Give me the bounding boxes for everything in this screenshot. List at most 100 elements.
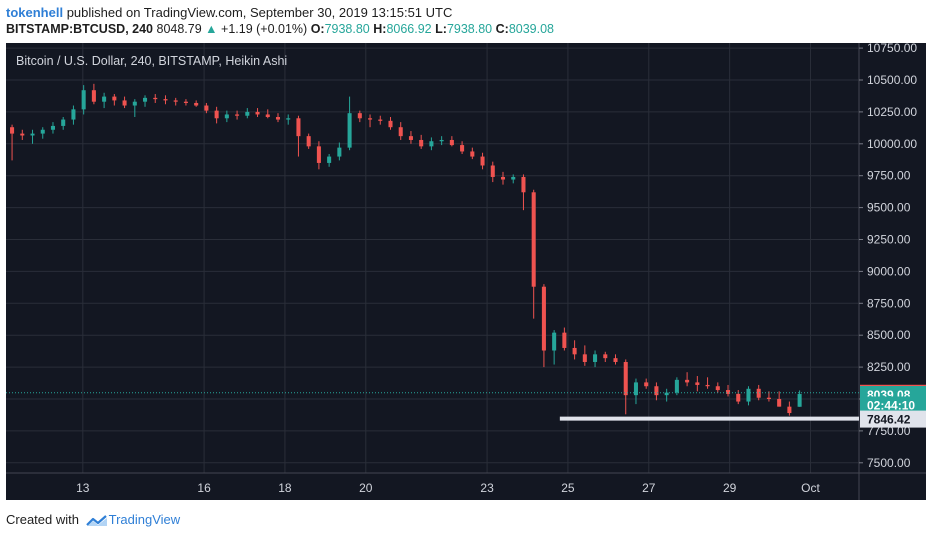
candle-body (521, 176, 526, 193)
candle-body (153, 97, 158, 100)
candle-body (562, 332, 567, 348)
candle-body (275, 117, 281, 120)
time-tick-label: 16 (197, 481, 211, 495)
candle-body (61, 119, 66, 126)
candle-body (429, 141, 434, 147)
candle-body (613, 358, 618, 362)
author-link[interactable]: tokenhell (6, 5, 64, 20)
candle-body (50, 125, 55, 130)
candle-body (582, 354, 587, 362)
last-price: 8048.79 (156, 22, 202, 36)
candle-body (163, 99, 168, 101)
open-value: 7938.80 (324, 22, 370, 36)
price-tick-label: 9000.00 (867, 264, 911, 278)
candle-body (265, 114, 270, 118)
chart-title: Bitcoin / U.S. Dollar, 240, BITSTAMP, He… (16, 54, 287, 68)
candle-body (296, 118, 301, 137)
candle-body (245, 111, 250, 116)
candle-body (633, 382, 638, 396)
candle-body (408, 136, 413, 140)
candle-body (593, 354, 598, 362)
published-text: published on TradingView.com, September … (63, 5, 453, 20)
candle-body (357, 113, 362, 119)
price-tick-label: 8750.00 (867, 296, 911, 310)
change-value: +1.19 (+0.01%) (221, 22, 308, 36)
candle-body (255, 111, 260, 115)
price-tick-label: 8500.00 (867, 328, 911, 342)
price-tick-label: 10500.00 (867, 73, 917, 87)
candle-body (316, 146, 321, 163)
candle-body (398, 127, 403, 137)
time-tick-label: 23 (480, 481, 494, 495)
symbol-label: BITSTAMP:BTCUSD, 240 (6, 22, 154, 36)
support-price-tag-bg (860, 410, 926, 428)
time-axis[interactable]: 13 16 18 20 23 25 27 29 Oct (76, 481, 820, 495)
candle-body (214, 110, 219, 119)
publish-info: tokenhell published on TradingView.com, … (6, 5, 452, 20)
time-tick-label: 25 (561, 481, 575, 495)
price-tick-label: 9250.00 (867, 232, 911, 246)
candle-body (449, 139, 454, 146)
candle-body (81, 90, 86, 110)
candle-body (787, 406, 792, 414)
candle-body (173, 100, 178, 102)
candle-body (112, 96, 117, 101)
candle-body (204, 105, 209, 111)
high-value: 8066.92 (386, 22, 432, 36)
candle-body (572, 347, 577, 355)
candle-body (552, 332, 557, 351)
candle-body (143, 97, 148, 102)
candle-body (500, 176, 506, 180)
low-value: 7938.80 (446, 22, 493, 36)
close-value: 8039.08 (508, 22, 554, 36)
candle-body (20, 133, 25, 136)
candle-body (439, 139, 444, 142)
time-tick-label: 29 (723, 481, 737, 495)
candle-body (71, 109, 76, 120)
time-tick-label: 13 (76, 481, 90, 495)
grid (6, 43, 859, 473)
candle-body (685, 379, 690, 383)
price-tick-label: 10750.00 (867, 43, 917, 55)
candle-body (30, 133, 35, 136)
candle-body (654, 386, 659, 396)
candle-body (705, 384, 710, 387)
candle-body (224, 114, 229, 119)
candle-body (470, 151, 475, 157)
price-chart[interactable]: Bitcoin / U.S. Dollar, 240, BITSTAMP, He… (6, 43, 926, 500)
candle-body (746, 388, 751, 402)
candle-body (766, 397, 771, 399)
candle-body (102, 96, 107, 102)
candle-body (725, 390, 731, 394)
time-tick-label: 20 (359, 481, 373, 495)
candle-body (531, 192, 536, 287)
up-arrow-icon: ▲ (205, 22, 218, 36)
tradingview-logo-icon (85, 514, 107, 526)
low-label: L: (435, 22, 447, 36)
price-tick-label: 10000.00 (867, 137, 917, 151)
candles (10, 83, 802, 416)
candle-body (777, 398, 782, 407)
tradingview-brand-link[interactable]: TradingView (108, 512, 181, 527)
candle-body (623, 361, 628, 396)
candle-body (715, 386, 720, 391)
time-tick-label: 27 (642, 481, 656, 495)
time-tick-label: 18 (278, 481, 292, 495)
candle-body (91, 90, 96, 102)
candle-body (511, 176, 516, 180)
candle-body (347, 113, 352, 148)
candle-body (286, 118, 291, 120)
high-label: H: (373, 22, 387, 36)
candle-body (736, 393, 741, 402)
price-tick-label: 9750.00 (867, 169, 911, 183)
candle-body (327, 156, 332, 163)
time-tick-label: Oct (801, 481, 820, 495)
price-tick-label: 8250.00 (867, 360, 911, 374)
candle-body (695, 382, 700, 385)
countdown-tag: 02:44:10 (867, 398, 915, 412)
candle-body (10, 127, 15, 134)
candle-body (132, 101, 137, 106)
candle-body (460, 145, 465, 152)
candle-body (603, 354, 608, 359)
